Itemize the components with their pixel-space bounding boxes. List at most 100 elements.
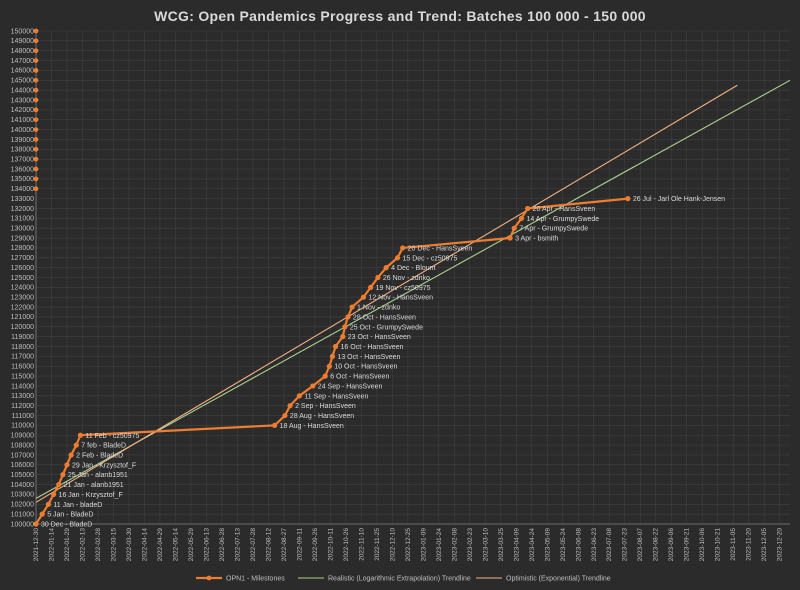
milestone-label: 16 Oct - HansSveen (341, 344, 404, 351)
x-tick-label: 2022-06-28 (219, 528, 226, 562)
milestone-point (73, 442, 79, 448)
y-tick-label: 119000 (11, 334, 34, 341)
milestone-label: 26 Jul - Jarl Ole Hank-Jensen (633, 196, 725, 203)
y-tick-label: 146000 (11, 68, 34, 75)
x-tick-label: 2023-11-20 (746, 528, 753, 561)
y-tick-label: 129000 (11, 235, 34, 242)
milestone-point (56, 481, 62, 488)
milestone-label: 21 Jan - alanb1951 (64, 482, 124, 489)
axis-marker (33, 68, 39, 73)
x-tick-label: 2023-02-23 (467, 528, 474, 562)
y-tick-label: 137000 (11, 156, 34, 163)
milestone-label: 7 feb - BladeD (81, 443, 126, 450)
milestone-label: 23 Oct - HansSveen (348, 334, 411, 341)
x-tick-label: 2023-03-25 (498, 528, 505, 562)
axis-marker (33, 156, 39, 162)
y-tick-label: 121000 (11, 314, 34, 321)
milestone-point (77, 432, 84, 438)
y-tick-label: 110000 (11, 423, 34, 430)
x-tick-label: 2022-11-10 (358, 528, 365, 561)
axis-marker (33, 166, 39, 172)
milestone-label: 16 Jan - Krzysztof_F (59, 492, 123, 499)
y-tick-label: 138000 (11, 147, 34, 154)
x-tick-label: 2022-07-28 (250, 528, 257, 562)
milestone-point (282, 412, 288, 419)
legend-label: Optimistic (Exponential) Trendline (506, 576, 611, 583)
series-layer (33, 196, 631, 527)
y-tick-label: 131000 (11, 216, 34, 223)
axis-marker (33, 186, 39, 192)
milestone-label: 28 Oct - HansSveen (353, 314, 416, 321)
milestone-label: 20 Dec - HansSveen (408, 245, 473, 252)
milestone-point (33, 521, 39, 527)
milestone-point (394, 255, 401, 261)
milestone-label: 13 Oct - HansSveen (337, 354, 400, 361)
milestone-point (375, 274, 381, 281)
milestone-point (625, 196, 631, 202)
milestone-point (322, 373, 328, 379)
x-tick-label: 2022-01-29 (64, 528, 71, 562)
y-tick-label: 126000 (11, 265, 34, 272)
milestone-label: 30 Dec - BladeD (41, 522, 92, 529)
x-tick-label: 2022-04-14 (141, 528, 148, 562)
y-tick-label: 145000 (11, 78, 34, 85)
y-tick-label: 111000 (12, 413, 34, 420)
milestone-point (326, 363, 332, 369)
y-tick-label: 115000 (11, 373, 34, 380)
axis-marker (33, 97, 39, 103)
x-tick-label: 2023-12-20 (777, 528, 784, 562)
milestone-label: 11 Sep - HansSveen (304, 393, 368, 400)
y-tick-label: 106000 (11, 462, 34, 469)
x-tick-label: 2023-10-21 (715, 528, 722, 562)
milestone-label: 26 Nov - zdnko (383, 275, 430, 282)
milestone-point (60, 472, 66, 478)
y-tick-label: 149000 (11, 38, 34, 45)
milestone-point (368, 284, 374, 290)
x-tick-label: 2022-10-11 (327, 528, 334, 561)
x-tick-label: 2023-06-08 (575, 528, 582, 562)
x-tick-label: 2022-04-29 (157, 528, 164, 562)
milestone-label: 24 Sep - HansSveen (318, 383, 383, 390)
x-tick-label: 2022-02-28 (95, 528, 102, 562)
x-tick-label: 2023-01-09 (420, 528, 427, 562)
milestone-label: 29 Jan - Krzysztof_F (72, 462, 136, 469)
x-tick-label: 2023-05-24 (560, 528, 567, 562)
x-tick-label: 2022-01-14 (48, 528, 55, 562)
milestone-point (296, 393, 302, 399)
y-tick-label: 120000 (11, 324, 34, 331)
milestone-label: 4 Dec - Blount (391, 265, 435, 272)
x-tick-label: 2022-03-30 (126, 528, 133, 562)
x-tick-label: 2023-03-10 (482, 528, 489, 562)
milestone-point (39, 511, 45, 517)
y-tick-label: 122000 (11, 304, 34, 311)
y-tick-label: 103000 (11, 492, 34, 499)
milestone-label: 14 Apr - GrumpySwede (526, 216, 599, 223)
y-tick-label: 118000 (11, 344, 34, 351)
x-tick-label: 2022-02-13 (79, 528, 86, 562)
axis-marker (33, 77, 39, 83)
milestone-point (340, 334, 346, 340)
legend-label: Realistic (Logarithmic Extrapolation) Tr… (328, 576, 471, 583)
axis-marker (33, 87, 39, 93)
y-tick-label: 140000 (11, 127, 34, 134)
y-tick-label: 100000 (11, 521, 34, 528)
milestone-point (45, 501, 51, 507)
y-tick-label: 135000 (11, 176, 34, 183)
x-tick-label: 2023-05-09 (544, 528, 551, 562)
axis-marker (33, 137, 39, 142)
milestone-point (68, 452, 74, 458)
milestone-label: 25 Jan - alanb1951 (68, 472, 128, 479)
y-tick-label: 150000 (11, 28, 34, 35)
grid-layer (33, 28, 790, 525)
y-tick-label: 114000 (11, 383, 34, 390)
milestone-point (507, 235, 513, 241)
milestone-label: 3 Apr - bsmith (515, 236, 558, 243)
milestone-point (360, 294, 367, 300)
x-tick-label: 2022-06-13 (203, 528, 210, 562)
milestone-label: 15 Dec - cz50975 (403, 255, 458, 262)
chart-title: WCG: Open Pandemics Progress and Trend: … (154, 8, 646, 24)
milestone-label: 19 Nov - cz50975 (376, 285, 431, 292)
axis-marker (33, 146, 39, 152)
